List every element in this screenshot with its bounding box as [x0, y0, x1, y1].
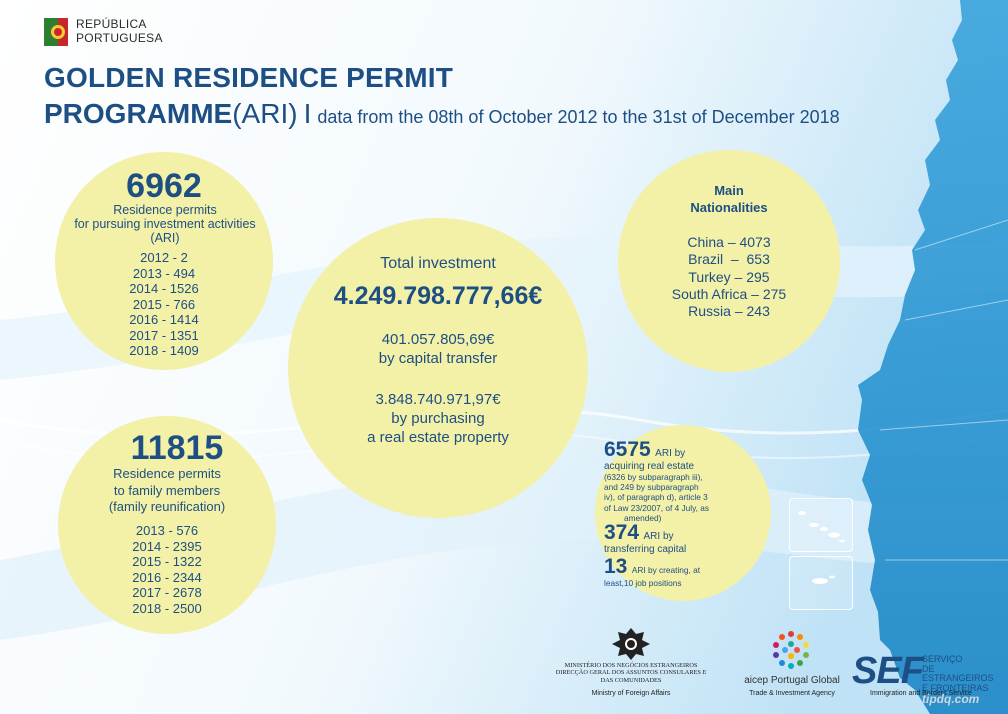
- total-investment-amount: 4.249.798.777,66€: [333, 282, 543, 310]
- nationality-item: Brazil – 653: [688, 251, 770, 268]
- logo-text-line: PORTUGUESA: [76, 31, 163, 45]
- madeira-islands-icon: [812, 575, 835, 584]
- sef-name: SERVIÇO DE ESTRANGEIROS E FRONTEIRAS: [922, 654, 1008, 693]
- title-ari: (ARI): [232, 98, 298, 129]
- page-subtitle: data from the 08th of October 2012 to th…: [317, 107, 840, 127]
- year-item: 2016 - 2344: [132, 569, 202, 585]
- mne-english-name: Ministry of Foreign Affairs: [591, 690, 671, 697]
- aicep-name: aicep Portugal Global: [744, 675, 840, 686]
- year-item: 2015 - 766: [132, 296, 196, 312]
- page-title-line1: GOLDEN RESIDENCE PERMIT: [44, 62, 454, 93]
- title-separator: I: [303, 98, 312, 129]
- heading-line: Main: [714, 183, 744, 198]
- ari-real-estate-detail: (6326 by subparagraph iii),: [604, 472, 703, 482]
- description-line: (ARI): [150, 231, 180, 245]
- ari-capital-label: ARI by: [643, 531, 674, 543]
- ari-real-estate: 6575 ARI by acquiring real estate (6326 …: [604, 438, 764, 523]
- ari-real-estate-detail: amended): [624, 512, 662, 523]
- ari-capital: 374 ARI by transferring capital: [604, 521, 764, 556]
- ari-types-block: 6575 ARI by acquiring real estate (6326 …: [604, 438, 764, 589]
- mne-emblem-icon: [612, 628, 650, 660]
- sef-name-line: SERVIÇO: [922, 654, 963, 664]
- mne-name: MINISTÉRIO DOS NEGÓCIOS ESTRANGEIROS DIR…: [545, 662, 717, 684]
- azores-islands-icon: [798, 511, 845, 543]
- investment-permits-total: 6962: [126, 167, 202, 205]
- description-line: Residence permits: [113, 203, 217, 217]
- description-line: Residence permits: [113, 466, 221, 481]
- nationality-item: Russia – 243: [688, 303, 770, 320]
- year-item: 2018 - 1409: [129, 343, 199, 358]
- nationalities-circle: [618, 150, 840, 372]
- nationalities-list: China – 4073 Brazil – 653 Turkey – 295 S…: [618, 234, 840, 320]
- sef-name-line: E FRONTEIRAS: [922, 682, 989, 693]
- nationalities-heading: Main Nationalities: [618, 182, 840, 216]
- investment-permits-by-year: 2012 - 2 2013 - 494 2014 - 1526 2015 - 7…: [55, 250, 273, 359]
- republica-portuguesa-logo: REPÚBLICA PORTUGUESA: [76, 17, 163, 45]
- ari-types-circle: [595, 425, 771, 601]
- year-item: 2017 - 2678: [132, 585, 202, 600]
- mne-name-line: DAS COMUNIDADES: [600, 676, 662, 684]
- aicep-logo-icon: [773, 631, 809, 669]
- family-permits-description: Residence permits to family members (fam…: [58, 466, 276, 516]
- family-permits-circle: [58, 416, 276, 634]
- ari-real-estate-detail: of Law 23/2007, of 4 July, as: [604, 502, 710, 513]
- investment-permits-description: Residence permits for pursuing investmen…: [45, 203, 285, 245]
- ari-real-estate-count: 6575: [604, 438, 651, 461]
- nationality-item: South Africa – 275: [671, 285, 787, 302]
- ari-jobs-label: ARI by creating, at: [631, 565, 701, 576]
- description-line: to family members: [113, 482, 221, 498]
- capital-transfer-label: by capital transfer: [378, 350, 498, 367]
- mne-name-line: MINISTÉRIO DOS NEGÓCIOS ESTRANGEIROS: [564, 662, 698, 669]
- azores-map-inset: [789, 498, 853, 552]
- real-estate-label: a real estate property: [367, 429, 509, 446]
- sef-logo: SEF: [852, 650, 924, 692]
- real-estate-label: by purchasing: [391, 410, 485, 427]
- ari-capital-label: transferring capital: [604, 544, 687, 556]
- year-item: 2018 - 2500: [132, 600, 202, 616]
- year-item: 2017 - 1351: [129, 327, 199, 343]
- year-item: 2014 - 1526: [129, 281, 199, 296]
- title-programme: PROGRAMME: [44, 98, 233, 129]
- aicep-english-name: Trade & Investment Agency: [749, 690, 835, 697]
- real-estate-amount: 3.848.740.971,97€: [375, 391, 501, 408]
- map-silhouette: [858, 0, 1008, 714]
- capital-transfer-amount: 401.057.805,69€: [381, 331, 495, 348]
- capital-transfer-block: 401.057.805,69€ by capital transfer: [288, 330, 588, 368]
- year-item: 2014 - 2395: [132, 538, 202, 554]
- investment-permits-circle: [55, 152, 273, 370]
- real-estate-block: 3.848.740.971,97€ by purchasing a real e…: [288, 390, 588, 447]
- sef-english-name: Immigration and Borders Service: [870, 690, 972, 697]
- watermark: tipdq.com: [922, 692, 980, 706]
- mne-name-line: DIRECÇÃO GERAL DOS ASSUNTOS CONSULARES E: [555, 669, 707, 677]
- year-item: 2013 - 576: [135, 523, 199, 538]
- family-permits-by-year: 2013 - 576 2014 - 2395 2015 - 1322 2016 …: [58, 523, 276, 616]
- year-item: 2012 - 2: [140, 250, 188, 265]
- total-investment-label: Total investment: [380, 255, 496, 272]
- family-permits-total: 11815: [130, 429, 224, 467]
- sef-name-line: DE ESTRANGEIROS: [922, 663, 994, 683]
- year-item: 2016 - 1414: [129, 312, 199, 327]
- nationality-item: China – 4073: [687, 234, 771, 250]
- ari-jobs-count: 13: [604, 555, 628, 579]
- ari-jobs: 13 ARI by creating, at least,10 job posi…: [604, 555, 764, 589]
- heading-line: Nationalities: [690, 200, 768, 215]
- ari-real-estate-detail: iv), of paragraph d), article 3: [604, 492, 708, 503]
- logo-text-line: REPÚBLICA: [76, 17, 147, 31]
- year-item: 2015 - 1322: [132, 554, 202, 569]
- total-investment-circle: [288, 218, 588, 518]
- ari-capital-count: 374: [604, 521, 640, 545]
- ari-jobs-label: least,10 job positions: [604, 578, 682, 589]
- ari-real-estate-label: acquiring real estate: [604, 461, 695, 472]
- description-line: for pursuing investment activities: [74, 217, 256, 231]
- ari-real-estate-detail: and 249 by subparagraph: [604, 482, 699, 493]
- ari-real-estate-label: ARI by: [655, 448, 686, 459]
- nationality-item: Turkey – 295: [688, 268, 770, 285]
- description-line: (family reunification): [108, 499, 226, 514]
- portuguese-flag-icon: [44, 18, 68, 46]
- madeira-map-inset: [789, 556, 853, 610]
- year-item: 2013 - 494: [132, 265, 196, 281]
